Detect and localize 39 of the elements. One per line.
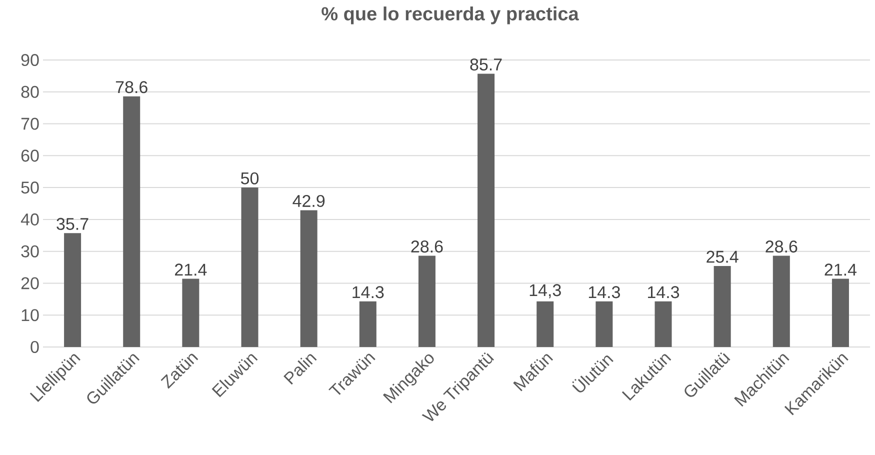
y-tick-label: 90 [21,54,39,66]
data-label: 14,3 [530,284,561,298]
y-tick-label: 50 [21,182,39,194]
y-tick-label: 70 [21,118,39,130]
data-label: 28.6 [411,240,443,253]
bar [418,256,436,347]
bar [300,210,318,347]
data-label: 35.7 [56,218,88,230]
y-tick-label: 40 [20,213,39,226]
data-label: 28.6 [766,240,798,253]
bar [123,96,140,347]
y-tick-label: 20 [21,277,39,290]
data-label: 14.3 [588,286,620,298]
bar [596,301,613,347]
bar [714,266,731,347]
data-label: 42.9 [292,194,325,208]
bar [241,188,258,347]
y-tick-label: 10 [22,309,39,322]
y-tick-label: 30 [21,245,39,258]
data-label: 50 [240,172,259,184]
bar [832,278,849,347]
data-label: 21.4 [824,264,857,276]
y-tick-label: 60 [21,150,39,162]
y-tick-label: 0 [30,340,39,354]
data-label: 14.3 [648,286,680,298]
bar [478,74,495,347]
data-label: 21.4 [175,264,207,276]
bar [772,256,790,347]
data-label: 78.6 [116,81,148,94]
bar [654,301,672,347]
bar [536,301,554,347]
bar [182,278,200,347]
bar [64,233,82,347]
y-tick-label: 80 [21,86,39,98]
data-label: 85.7 [470,58,502,71]
data-label: 25.4 [706,250,738,263]
bar [359,301,376,347]
chart-title: % que lo recuerda y practica [322,6,579,24]
data-label: 14.3 [352,286,384,298]
